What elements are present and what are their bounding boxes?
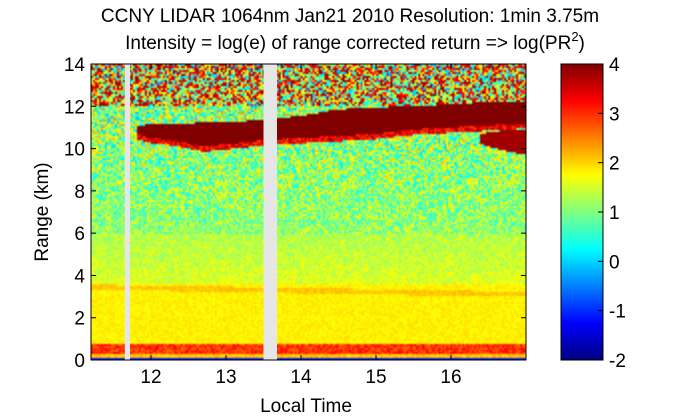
y-tick-label: 8 (74, 182, 85, 203)
data-gap (263, 64, 277, 360)
x-tick-label: 14 (290, 367, 312, 388)
y-tick-label: 0 (74, 351, 85, 372)
x-tick-label: 13 (215, 367, 236, 388)
y-tick-label: 4 (74, 266, 85, 287)
colorbar-ticks: -2 -1 0 1 2 3 4 (598, 55, 626, 372)
chart-title-line2: Intensity = log(e) of range corrected re… (125, 29, 585, 54)
colorbar-tick-label: 3 (609, 104, 620, 125)
title-line2-suffix: ) (579, 33, 585, 54)
colorbar-tick-label: 4 (609, 55, 620, 76)
y-tick-label: 2 (74, 309, 85, 330)
y-ticks: 0 2 4 6 8 10 12 14 (64, 55, 526, 372)
y-tick-label: 10 (64, 140, 85, 161)
x-tick-label: 16 (440, 367, 461, 388)
y-tick-label: 14 (64, 55, 86, 76)
data-gap (124, 64, 130, 360)
plot-frame (90, 63, 527, 361)
y-axis-label: Range (km) (32, 162, 53, 261)
heatmap-image (91, 64, 526, 360)
x-axis-label: Local Time (260, 396, 352, 417)
x-tick-label: 12 (140, 367, 161, 388)
colorbar-image (561, 64, 603, 360)
title-line2-prefix: Intensity = log(e) of range corrected re… (125, 33, 571, 54)
colorbar-tick-label: -1 (609, 302, 626, 323)
title-line2-superscript: 2 (571, 29, 578, 44)
colorbar-tick-label: 2 (609, 154, 620, 175)
data-gaps (124, 64, 277, 360)
colorbar-tick-label: 1 (609, 203, 620, 224)
y-tick-label: 6 (74, 224, 85, 245)
chart-title-line1: CCNY LIDAR 1064nm Jan21 2010 Resolution:… (101, 6, 599, 27)
x-tick-label: 15 (365, 367, 386, 388)
x-ticks: 12 13 14 15 16 (140, 64, 462, 388)
colorbar-tick-label: 0 (609, 252, 620, 273)
y-tick-label: 12 (64, 97, 85, 118)
colorbar-tick-label: -2 (609, 351, 626, 372)
